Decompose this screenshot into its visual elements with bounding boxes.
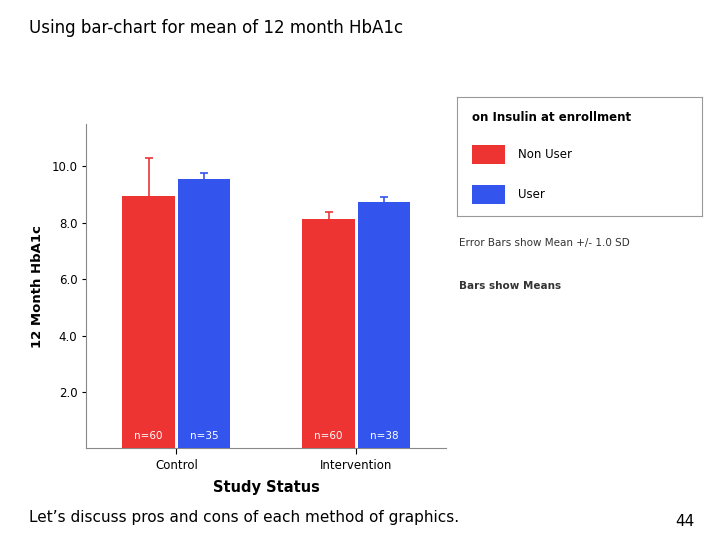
Text: Non User: Non User bbox=[518, 148, 572, 161]
Bar bbox=[358, 201, 410, 448]
Text: Using bar-chart for mean of 12 month HbA1c: Using bar-chart for mean of 12 month HbA… bbox=[29, 19, 403, 37]
Text: 44: 44 bbox=[675, 514, 695, 529]
Y-axis label: 12 Month HbA1c: 12 Month HbA1c bbox=[32, 225, 45, 348]
FancyBboxPatch shape bbox=[472, 185, 505, 204]
Text: n=60: n=60 bbox=[315, 431, 343, 441]
Text: User: User bbox=[518, 188, 545, 201]
X-axis label: Study Status: Study Status bbox=[213, 480, 320, 495]
Bar bbox=[302, 219, 355, 448]
Text: Let’s discuss pros and cons of each method of graphics.: Let’s discuss pros and cons of each meth… bbox=[29, 510, 459, 525]
Bar bbox=[178, 179, 230, 448]
Bar bbox=[122, 196, 175, 448]
Text: Error Bars show Mean +/- 1.0 SD: Error Bars show Mean +/- 1.0 SD bbox=[459, 238, 630, 248]
Text: n=38: n=38 bbox=[370, 431, 399, 441]
Text: Bars show Means: Bars show Means bbox=[459, 281, 562, 291]
Text: n=60: n=60 bbox=[135, 431, 163, 441]
FancyBboxPatch shape bbox=[472, 145, 505, 164]
Text: n=35: n=35 bbox=[190, 431, 219, 441]
Text: on Insulin at enrollment: on Insulin at enrollment bbox=[472, 111, 631, 124]
